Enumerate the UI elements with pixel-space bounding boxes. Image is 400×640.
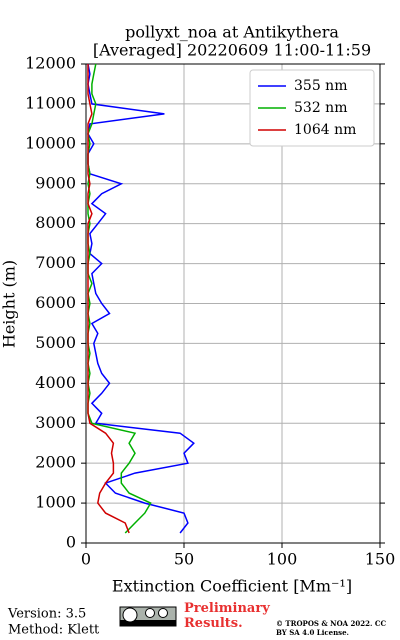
y-tick-label: 7000 [35,253,76,272]
chart-title: pollyxt_noa at Antikythera [125,23,339,42]
y-tick-label: 1000 [35,493,76,512]
chart-subtitle: [Averaged] 20220609 11:00-11:59 [93,41,371,60]
method: Method: Klett [8,623,100,638]
y-axis-label: Height (m) [0,260,19,348]
copyright: © TROPOS & NOA 2022. CC BY SA 4.0 Licens… [276,619,387,637]
preliminary: Preliminary Results. [184,601,270,631]
y-tick-label: 11000 [25,93,76,112]
preliminary-box: Preliminary Results. [184,601,270,631]
cc-badge [119,606,177,627]
y-tick-label: 6000 [35,293,76,312]
y-tick-label: 5000 [35,333,76,352]
y-tick-label: 9000 [35,173,76,192]
x-tick-label: 0 [81,550,91,569]
x-axis-label: Extinction Coefficient [Mm⁻¹] [112,577,352,596]
y-tick-label: 4000 [35,373,76,392]
y-tick-label: 2000 [35,453,76,472]
y-tick-label: 10000 [25,133,76,152]
y-tick-label: 3000 [35,413,76,432]
legend-label: 355 nm [294,78,347,94]
y-tick-label: 8000 [35,213,76,232]
y-tick-label: 0 [66,533,76,552]
profile-line [87,64,130,534]
y-tick-label: 12000 [25,54,76,73]
profile-line [87,63,195,534]
profile-line [87,63,152,534]
legend-box [249,69,375,147]
legend-label: 1064 nm [294,122,356,138]
x-tick-label: 100 [267,550,298,569]
copyright-box: © TROPOS & NOA 2022. CC BY SA 4.0 Licens… [276,619,387,637]
legend-label: 532 nm [294,100,347,116]
x-tick-label: 150 [365,550,396,569]
x-tick-label: 50 [174,550,194,569]
version: Version: 3.5 [7,607,86,622]
plot-frame [85,63,381,544]
